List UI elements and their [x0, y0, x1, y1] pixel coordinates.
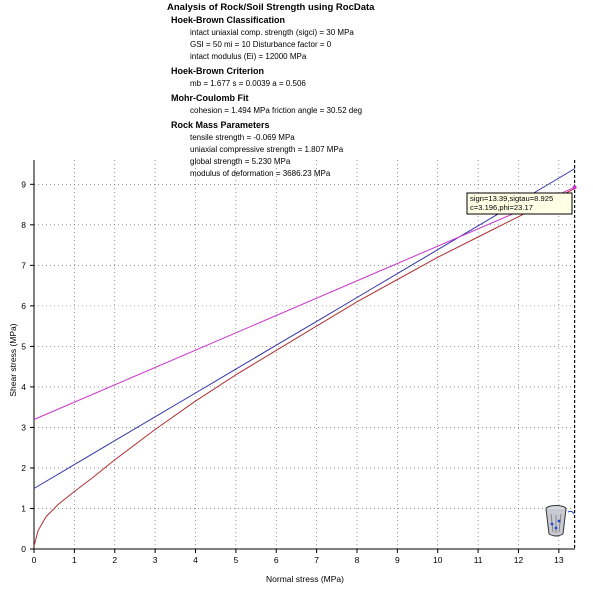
x-tick-label: 10	[433, 555, 443, 565]
y-tick-label: 6	[21, 301, 26, 311]
series-line-0	[33, 168, 576, 489]
x-tick-label: 0	[32, 555, 37, 565]
x-tick-label: 8	[355, 555, 360, 565]
x-tick-label: 12	[514, 555, 524, 565]
section-heading-mc-fit: Mohr-Coulomb Fit	[171, 93, 249, 103]
info-line: tensile strength = -0.069 MPa	[190, 133, 295, 142]
annotation-text: c=3.196,phi=23.17	[470, 203, 533, 212]
x-tick-label: 4	[193, 555, 198, 565]
marker-point	[572, 185, 577, 190]
x-tick-label: 3	[153, 555, 158, 565]
info-line: intact modulus (Ei) = 12000 MPa	[190, 52, 307, 61]
x-tick-label: 6	[274, 555, 279, 565]
info-line: GSI = 50 mi = 10 Disturbance factor = 0	[190, 40, 332, 49]
info-panel: Analysis of Rock/Soil Strength using Roc…	[0, 0, 593, 180]
section-heading-hb-classification: Hoek-Brown Classification	[171, 15, 286, 25]
y-axis-label: Shear stress (MPa)	[8, 323, 18, 396]
y-tick-label: 8	[21, 220, 26, 230]
trash-bin-icon[interactable]	[545, 505, 575, 537]
info-line: modulus of deformation = 3686.23 MPa	[190, 169, 331, 178]
x-axis-label: Normal stress (MPa)	[266, 574, 344, 584]
x-tick-label: 9	[395, 555, 400, 565]
x-tick-label: 7	[314, 555, 319, 565]
x-tick-label: 5	[233, 555, 238, 565]
report-title: Analysis of Rock/Soil Strength using Roc…	[167, 2, 375, 13]
annotation-box	[466, 192, 573, 215]
info-line: global strength = 5.230 MPa	[190, 157, 291, 166]
info-line: cohesion = 1.494 MPa friction angle = 30…	[190, 106, 363, 115]
info-line: mb = 1.677 s = 0.0039 a = 0.506	[190, 79, 306, 88]
info-line: intact uniaxial comp. strength (sigci) =…	[190, 28, 354, 37]
y-tick-label: 4	[21, 382, 26, 392]
y-tick-label: 3	[21, 422, 26, 432]
y-tick-label: 9	[21, 179, 26, 189]
y-tick-label: 5	[21, 341, 26, 351]
section-heading-rock-mass: Rock Mass Parameters	[171, 120, 270, 130]
x-tick-label: 2	[112, 555, 117, 565]
info-line: uniaxial compressive strength = 1.807 MP…	[190, 145, 344, 154]
series-line-1	[33, 187, 576, 547]
y-tick-label: 0	[21, 544, 26, 554]
section-heading-hb-criterion: Hoek-Brown Criterion	[171, 66, 265, 76]
x-tick-label: 11	[474, 555, 483, 565]
y-tick-label: 2	[21, 463, 26, 473]
y-tick-label: 7	[21, 260, 26, 270]
series-line-2	[33, 186, 575, 420]
x-tick-label: 1	[72, 555, 77, 565]
y-tick-label: 1	[21, 503, 26, 513]
annotation-text: sign=13.39,sigtau=8.925	[470, 194, 553, 203]
x-tick-label: 13	[554, 555, 564, 565]
